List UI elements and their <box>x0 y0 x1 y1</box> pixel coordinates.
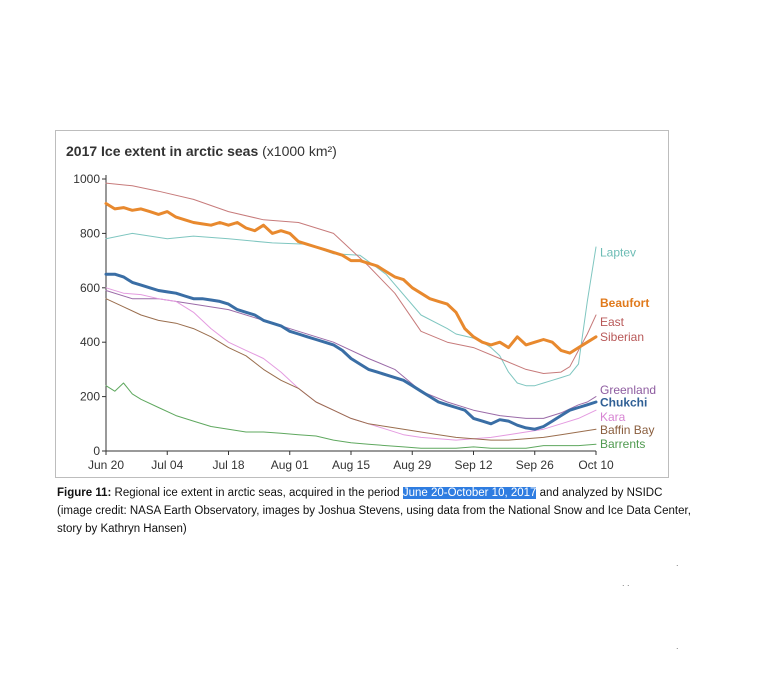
x-tick-label: Sep 12 <box>454 458 492 472</box>
series-end-label: Laptev <box>600 245 636 259</box>
series-line-laptev <box>105 232 597 387</box>
series-end-label: Chukchi <box>600 396 647 410</box>
series-end-label: East <box>600 315 625 329</box>
y-tick-label: 200 <box>80 390 100 404</box>
y-tick-label: 400 <box>80 335 100 349</box>
ice-extent-chart: 0 200 400 600 800 1000 Jun 20 Jul 04 Jul 18 Aug 0… <box>73 172 656 472</box>
series-end-label: Barrents <box>600 437 645 451</box>
x-tick-label: Aug 01 <box>271 458 309 472</box>
chart-title-main: 2017 Ice extent in arctic seas <box>66 143 259 159</box>
series-end-label: Kara <box>600 410 626 424</box>
series-line-chukchi <box>104 272 598 431</box>
chart-title: 2017 Ice extent in arctic seas (x1000 km… <box>66 143 337 159</box>
caption-text-before: Regional ice extent in arctic seas, acqu… <box>111 487 403 499</box>
chart-title-unit: (x1000 km²) <box>262 143 337 159</box>
caption-highlight[interactable]: June 20-October 10, 2017 <box>402 487 537 499</box>
series-line-kara <box>105 287 597 441</box>
series-end-label: Beaufort <box>600 296 649 310</box>
series-line-baffin-bay <box>105 298 597 441</box>
stray-mark: . . <box>622 578 630 588</box>
caption-text-after: and analyzed by NSIDC (image credit: NAS… <box>57 487 691 535</box>
series-line-greenland <box>105 290 597 419</box>
y-tick-label: 0 <box>93 444 100 458</box>
stray-mark: . <box>676 641 679 651</box>
x-tick-label: Sep 26 <box>516 458 554 472</box>
x-tick-label: Aug 15 <box>332 458 370 472</box>
figure-caption: Figure 11: Regional ice extent in arctic… <box>57 484 697 538</box>
series-end-label: Greenland <box>600 383 656 397</box>
series-line-barrents <box>105 382 597 449</box>
y-tick-label: 800 <box>80 226 100 240</box>
series-end-label: Siberian <box>600 330 644 344</box>
y-tick-label: 600 <box>80 281 100 295</box>
x-tick-label: Jun 20 <box>88 458 124 472</box>
x-tick-label: Oct 10 <box>578 458 614 472</box>
y-tick-label: 1000 <box>73 172 100 186</box>
series-end-label: Baffin Bay <box>600 423 654 437</box>
x-tick-label: Aug 29 <box>393 458 431 472</box>
series-line-east-siberian <box>105 182 597 374</box>
x-tick-label: Jul 04 <box>151 458 183 472</box>
series-line-beaufort <box>104 202 598 355</box>
figure-label: Figure 11: <box>57 487 112 499</box>
stray-mark: . <box>676 558 679 568</box>
x-tick-label: Jul 18 <box>212 458 244 472</box>
chart-frame: 2017 Ice extent in arctic seas (x1000 km… <box>55 130 669 478</box>
